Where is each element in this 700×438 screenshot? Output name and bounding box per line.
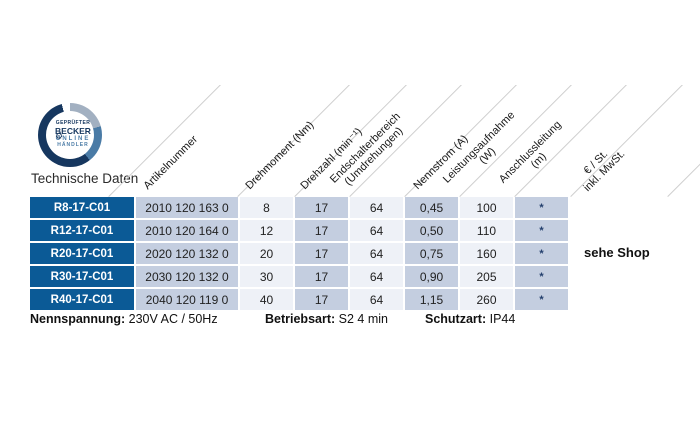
leistungsaufnahme-cell: 110: [460, 220, 513, 241]
header-divider-line: [108, 85, 223, 197]
model-cell: R20-17-C01: [30, 243, 134, 264]
drehzahl-cell: 17: [295, 289, 348, 310]
artikelnummer-cell: 2010 120 163 0: [136, 197, 238, 218]
drehmoment-cell: 40: [240, 289, 293, 310]
spec-nennspannung-value: 230V AC / 50Hz: [128, 312, 218, 326]
price-note: sehe Shop: [584, 245, 650, 260]
drehzahl-cell: 17: [295, 220, 348, 241]
badge-line-händler: HÄNDLER: [57, 142, 89, 149]
model-cell: R8-17-C01: [30, 197, 134, 218]
nennstrom-cell: 0,50: [405, 220, 458, 241]
anschlussleitung-cell: *: [515, 266, 568, 287]
drehzahl-cell: 17: [295, 243, 348, 264]
drehmoment-cell: 8: [240, 197, 293, 218]
badge-inner: ⚙ GEPRÜFTER BECKER ONLINE HÄNDLER: [46, 111, 94, 159]
badge-line-online: ONLINE: [55, 136, 91, 143]
artikelnummer-cell: 2030 120 132 0: [136, 266, 238, 287]
model-cell: R30-17-C01: [30, 266, 134, 287]
nennstrom-cell: 0,75: [405, 243, 458, 264]
endschalterbereich-cell: 64: [350, 266, 403, 287]
model-cell: R12-17-C01: [30, 220, 134, 241]
nennstrom-cell: 0,45: [405, 197, 458, 218]
spec-betriebsart: Betriebsart: S2 4 min: [265, 312, 388, 326]
column-header-artikelnummer: Artikelnummer: [141, 133, 201, 192]
spec-nennspannung: Nennspannung: 230V AC / 50Hz: [30, 312, 218, 326]
drehmoment-cell: 12: [240, 220, 293, 241]
leistungsaufnahme-cell: 160: [460, 243, 513, 264]
spec-betriebsart-label: Betriebsart:: [265, 312, 336, 326]
column-header-preis: € / St. inkl. MwSt.: [581, 147, 628, 194]
leistungsaufnahme-cell: 205: [460, 266, 513, 287]
section-title: Technische Daten: [31, 171, 139, 186]
nennstrom-cell: 0,90: [405, 266, 458, 287]
technical-data-table: R8-17-C01 2010 120 163 0 8 17 64 0,45 10…: [30, 197, 568, 310]
spec-schutzart-label: Schutzart:: [425, 312, 487, 326]
badge-line-becker: BECKER: [55, 125, 91, 136]
endschalterbereich-cell: 64: [350, 197, 403, 218]
artikelnummer-cell: 2010 120 164 0: [136, 220, 238, 241]
leistungsaufnahme-cell: 260: [460, 289, 513, 310]
spec-betriebsart-value: S2 4 min: [338, 312, 388, 326]
gear-icon: ⚙: [55, 131, 64, 141]
badge-line-geprüfter: GEPRÜFTER: [55, 119, 91, 126]
spec-nennspannung-label: Nennspannung:: [30, 312, 126, 326]
anschlussleitung-cell: *: [515, 289, 568, 310]
drehzahl-cell: 17: [295, 266, 348, 287]
drehzahl-cell: 17: [295, 197, 348, 218]
anschlussleitung-cell: *: [515, 243, 568, 264]
becker-trusted-shop-badge[interactable]: ⚙ GEPRÜFTER BECKER ONLINE HÄNDLER: [38, 103, 102, 167]
spec-schutzart-value: IP44: [489, 312, 516, 326]
table-header-area: Artikelnummer Drehmoment (Nm) Drehzahl (…: [0, 85, 700, 197]
nennstrom-cell: 1,15: [405, 289, 458, 310]
model-cell: R40-17-C01: [30, 289, 134, 310]
endschalterbereich-cell: 64: [350, 289, 403, 310]
drehmoment-cell: 30: [240, 266, 293, 287]
header-divider-line: [667, 85, 700, 197]
spec-schutzart: Schutzart: IP44: [425, 312, 515, 326]
endschalterbereich-cell: 64: [350, 220, 403, 241]
endschalterbereich-cell: 64: [350, 243, 403, 264]
anschlussleitung-cell: *: [515, 220, 568, 241]
artikelnummer-cell: 2020 120 132 0: [136, 243, 238, 264]
drehmoment-cell: 20: [240, 243, 293, 264]
anschlussleitung-cell: *: [515, 197, 568, 218]
artikelnummer-cell: 2040 120 119 0: [136, 289, 238, 310]
leistungsaufnahme-cell: 100: [460, 197, 513, 218]
